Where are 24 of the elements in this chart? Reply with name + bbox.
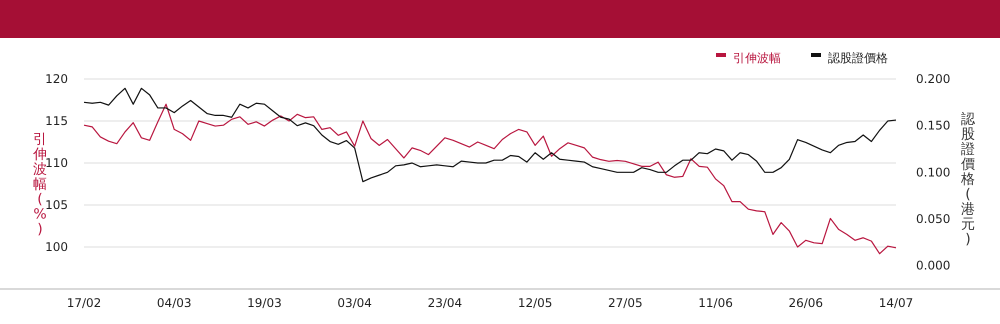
x-tick-label: 04/03 [156,296,192,310]
x-tick-label: 27/05 [608,296,643,310]
text: 認股證價格(港元) [961,112,975,248]
x-tick-label: 12/05 [518,296,552,310]
y2-tick-label: 0.000 [916,258,950,273]
legend-label: 認股證價格 [828,51,888,65]
x-tick-label: 19/03 [247,296,282,310]
x-tick-label: 11/06 [698,296,733,310]
legend-label: 引伸波幅 [733,51,781,65]
y2-tick-label: 0.050 [916,212,950,226]
y2-tick-label: 0.100 [916,165,950,180]
y-tick-label: 115 [45,114,68,128]
y2-tick-label: 0.150 [916,118,950,133]
x-tick-label: 17/02 [66,296,102,310]
y-axis-title: 引伸波幅(%) [32,132,47,238]
y-tick-label: 110 [45,156,68,170]
y-tick-label: 120 [45,72,68,86]
x-tick-label: 23/04 [428,296,462,310]
y-tick-label: 100 [45,240,68,254]
x-tick-label: 26/06 [788,296,824,310]
y-tick-label: 105 [45,198,68,212]
x-tick-label: 14/07 [878,296,914,310]
y2-tick-label: 0.200 [916,72,950,86]
x-tick-label: 03/04 [337,296,372,310]
